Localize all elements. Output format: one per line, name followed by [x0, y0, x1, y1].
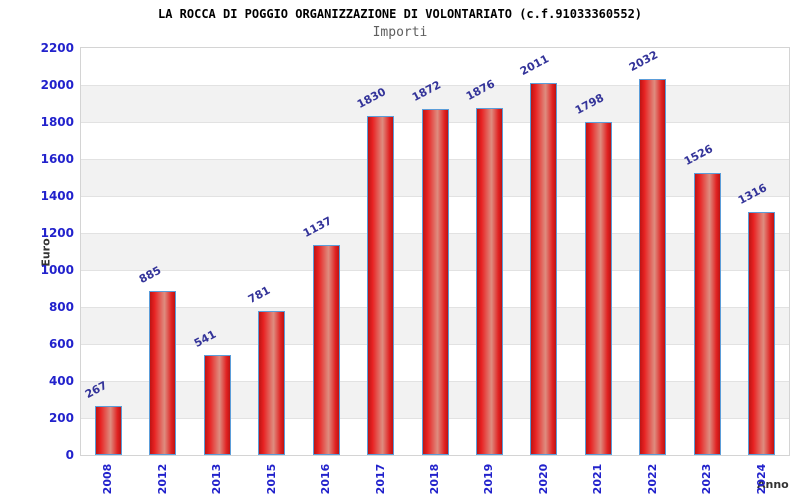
x-tick-label: 2023: [700, 463, 714, 495]
bar-2015: [258, 310, 286, 455]
gridline: [81, 85, 789, 86]
bar-2021: [584, 122, 612, 455]
y-tick-label: 400: [48, 373, 74, 388]
plot-area: 267 885 541 781 1137 1830 1872 1876 2011 1798 2032…: [80, 47, 790, 456]
bar-2012: [149, 291, 177, 455]
x-tick-label: 2017: [373, 463, 387, 495]
y-tick-label: 2000: [40, 77, 74, 92]
y-tick-label: 200: [48, 410, 74, 425]
bar-2024: [748, 211, 776, 455]
x-tick-label: 2024: [754, 463, 768, 495]
bar-2018: [421, 108, 449, 455]
x-tick-label: 2016: [319, 463, 333, 495]
chart-subtitle: Importi: [372, 25, 428, 40]
x-tick-label: 2008: [101, 463, 115, 495]
grid-band: [81, 48, 789, 85]
y-tick-label: 600: [48, 336, 74, 351]
y-tick-label: 1000: [40, 262, 74, 277]
x-tick-label: 2015: [264, 463, 278, 495]
y-tick-label: 1800: [40, 114, 74, 129]
y-tick-label: 2200: [40, 40, 74, 55]
y-tick-label: 0: [65, 447, 74, 462]
bar-2023: [693, 172, 721, 455]
bar-2020: [530, 82, 558, 455]
x-axis-title: Anno: [757, 478, 789, 491]
chart-title: LA ROCCA DI POGGIO ORGANIZZAZIONE DI VOL…: [157, 7, 643, 21]
bar-2016: [312, 244, 340, 455]
y-tick-label: 1200: [40, 225, 74, 240]
bar-2017: [367, 116, 395, 455]
bar-2013: [203, 354, 231, 455]
x-tick-label: 2019: [482, 463, 496, 495]
x-tick-label: 2013: [210, 463, 224, 495]
x-tick-label: 2022: [645, 463, 659, 495]
x-tick-label: 2021: [591, 463, 605, 495]
bar-2019: [475, 107, 503, 455]
bar-2008: [94, 405, 122, 455]
x-tick-label: 2018: [428, 463, 441, 495]
y-tick-label: 1400: [40, 188, 74, 203]
x-tick-label: 2012: [155, 463, 169, 495]
x-tick-label: 2020: [536, 463, 550, 495]
y-tick-label: 800: [48, 299, 74, 314]
bar-2022: [639, 79, 667, 455]
y-tick-label: 1600: [40, 151, 74, 166]
